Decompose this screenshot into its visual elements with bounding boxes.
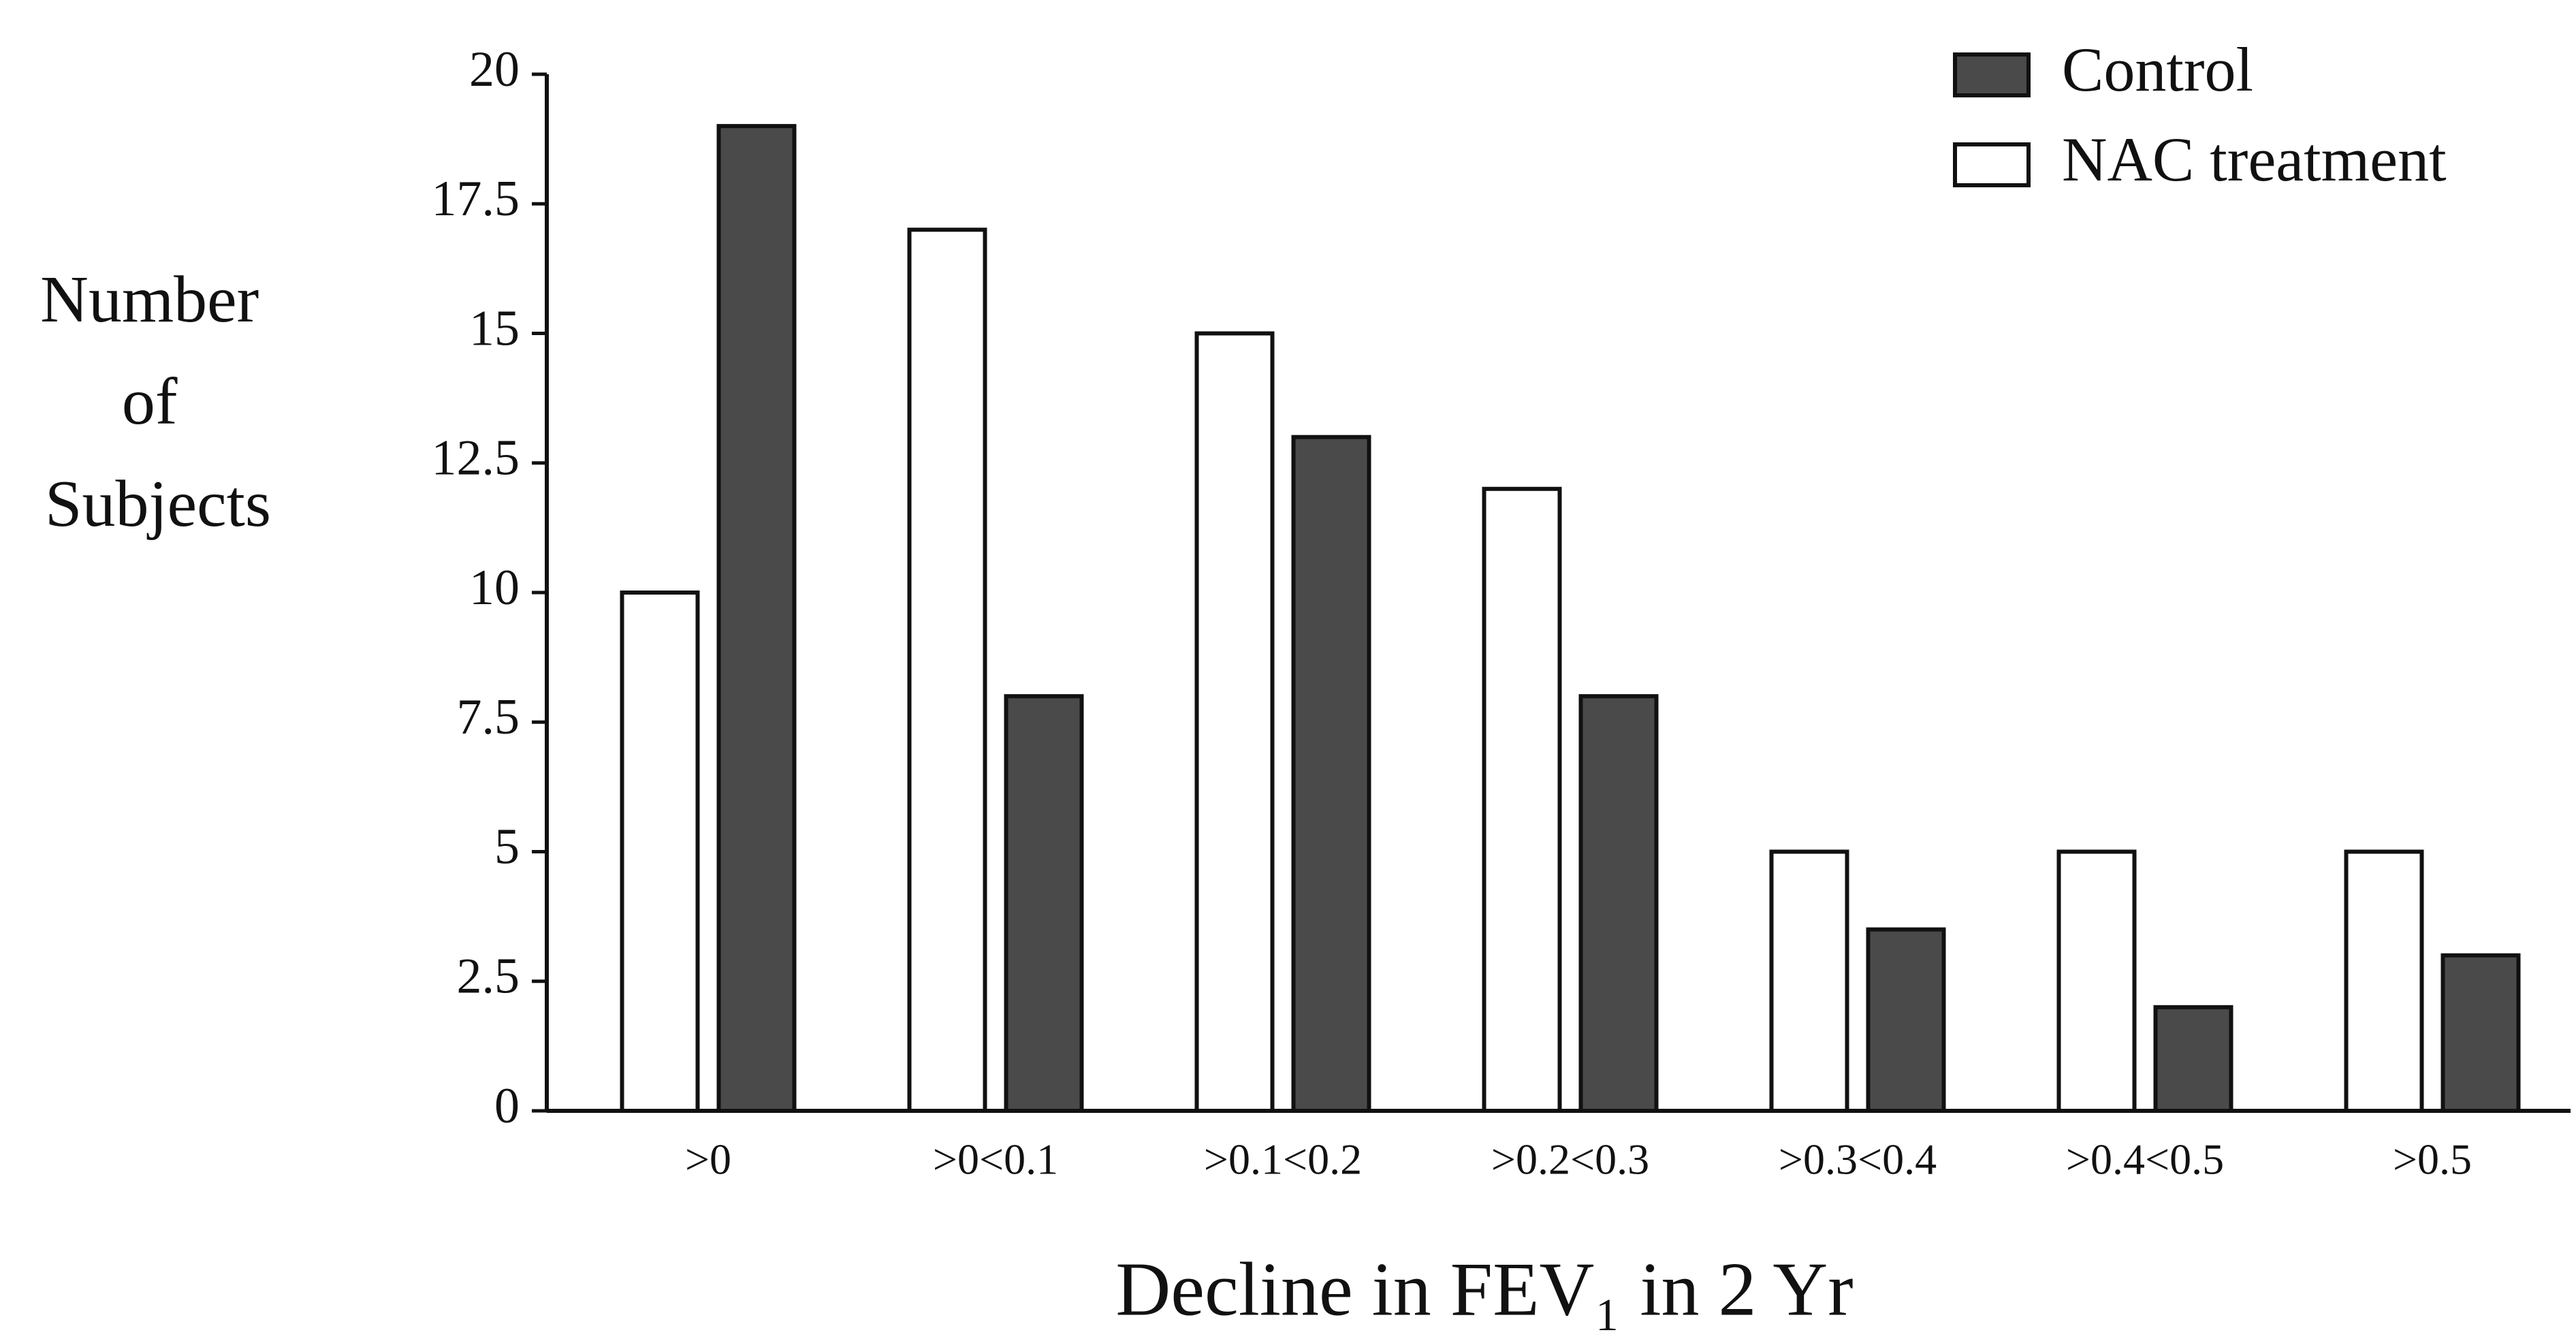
x-axis-label: Decline in FEV₁ in 2 Yr (1115, 1248, 1853, 1332)
y-axis-label: Number of Subjects (40, 263, 276, 541)
x-tick-label: >0<0.1 (933, 1135, 1058, 1184)
y-tick-label: 0 (494, 1078, 520, 1134)
bar (2440, 953, 2521, 1113)
x-tick-label: >0.2<0.3 (1491, 1135, 1649, 1184)
legend-label: Control (2062, 35, 2253, 104)
bar (620, 590, 700, 1113)
bar (2344, 849, 2424, 1113)
y-tick-label: 17.5 (432, 171, 520, 227)
bar (1194, 331, 1275, 1113)
bar (907, 227, 987, 1113)
bar (2056, 849, 2137, 1113)
y-tick-label: 7.5 (457, 689, 520, 745)
x-tick-label: >0.4<0.5 (2066, 1135, 2224, 1184)
bar (1291, 435, 1371, 1113)
bar (716, 124, 797, 1114)
x-tick-label: >0.1<0.2 (1204, 1135, 1362, 1184)
y-tick-label: 12.5 (432, 430, 520, 486)
x-tick-label: >0.5 (2393, 1135, 2472, 1184)
bar (1004, 694, 1084, 1113)
x-tick-label: >0.3<0.4 (1779, 1135, 1937, 1184)
y-tick-label: 5 (494, 819, 520, 875)
y-tick-label: 2.5 (457, 949, 520, 1005)
y-tick-label: 20 (469, 42, 520, 97)
bar (2153, 1005, 2233, 1114)
legend-swatch (1953, 142, 2031, 187)
legend-label: NAC treatment (2062, 125, 2447, 194)
y-tick-label: 10 (469, 560, 520, 616)
x-tick-label: >0 (685, 1135, 731, 1184)
bar (1482, 486, 1562, 1113)
bar (1866, 927, 1946, 1114)
legend-swatch (1953, 52, 2031, 97)
bar (1769, 849, 1849, 1113)
bar (1578, 694, 1659, 1113)
y-tick-label: 15 (469, 300, 520, 356)
